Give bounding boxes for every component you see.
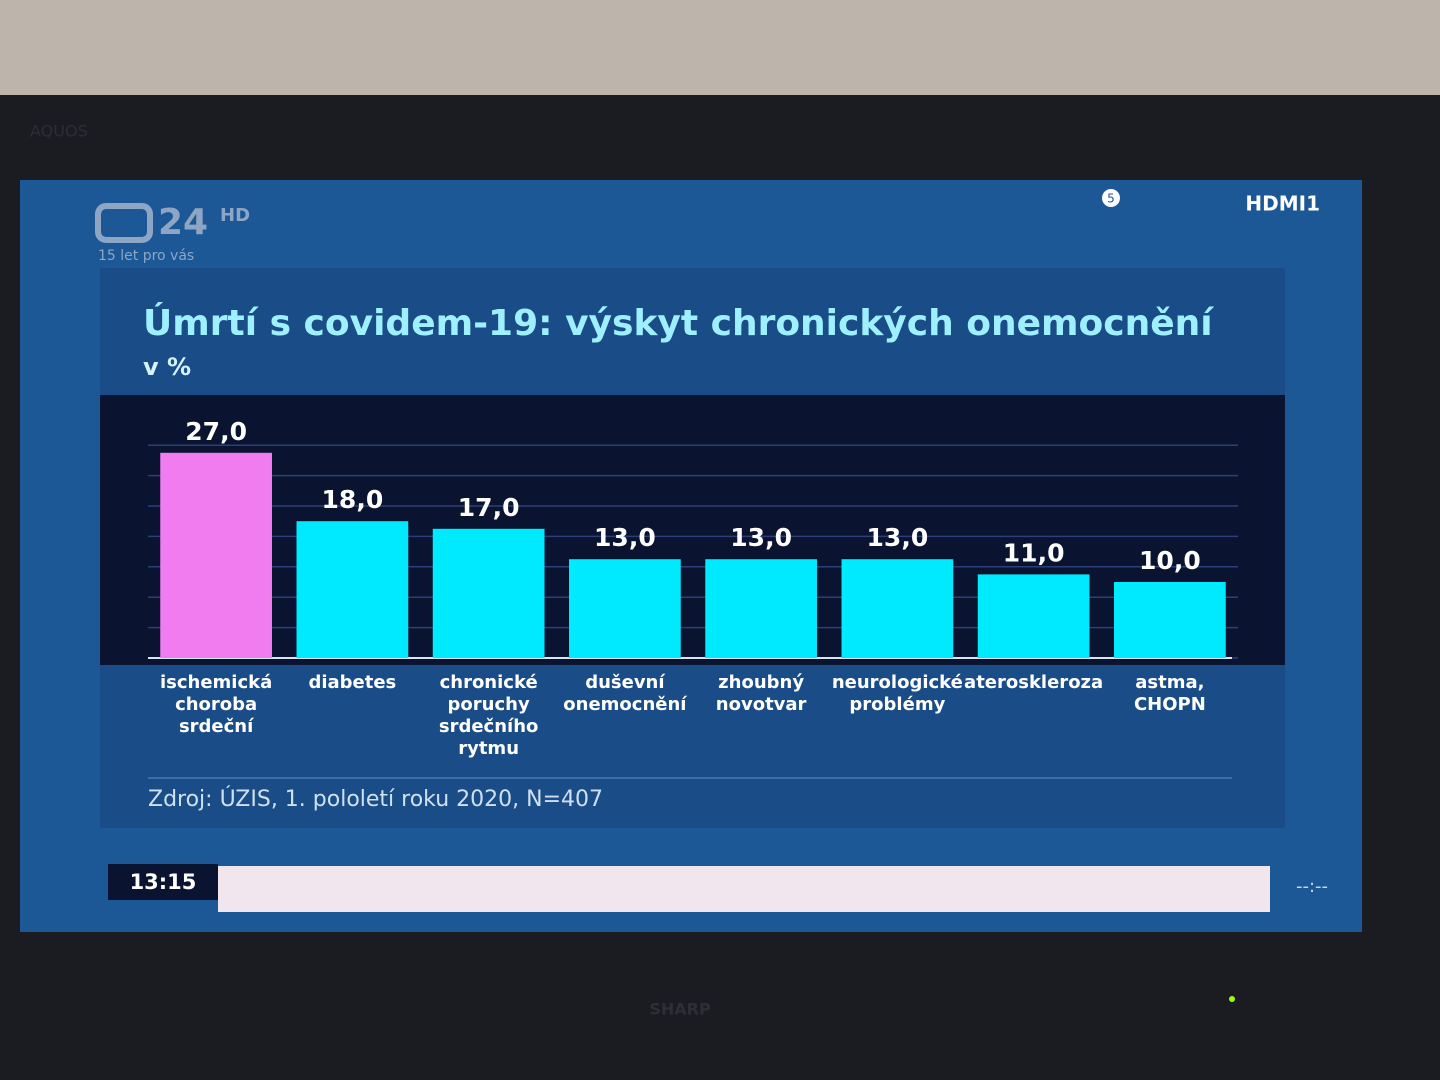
- x-tick-label: neurologické problémy: [831, 672, 963, 715]
- bar: [569, 559, 681, 658]
- x-tick-label: chronické poruchy srdečního rytmu: [438, 672, 539, 759]
- x-tick-label: ateroskleroza: [964, 672, 1104, 693]
- logo: [95, 203, 153, 243]
- bar: [160, 452, 272, 658]
- slogan: 15 let pro vás: [98, 248, 194, 264]
- input: HDMI1: [1245, 192, 1320, 216]
- brand: SHARP: [649, 1000, 711, 1019]
- value-label: 11,0: [1003, 538, 1065, 567]
- next-time: --:--: [1296, 876, 1328, 897]
- value-label: 17,0: [458, 493, 520, 522]
- value-label: 18,0: [322, 485, 384, 514]
- value-label: 10,0: [1139, 546, 1201, 575]
- bar: [1114, 582, 1226, 658]
- power-led: [1229, 996, 1235, 1002]
- clock-box: [108, 864, 218, 900]
- chart-title: Úmrtí s covidem-19: výskyt chronických o…: [143, 302, 1214, 344]
- channel: 24: [158, 202, 208, 243]
- series-label: AQUOS: [30, 122, 88, 141]
- value-label: 13,0: [867, 523, 929, 552]
- channel-tag: HD: [220, 205, 250, 226]
- ticker: [218, 866, 1270, 912]
- x-tick-label: diabetes: [308, 672, 397, 693]
- chart-subtitle: v %: [143, 353, 191, 381]
- x-tick-label: ischemická choroba srdeční: [159, 672, 273, 737]
- source: Zdroj: ÚZIS, 1. pololetí roku 2020, N=40…: [148, 786, 603, 812]
- badge: 5: [1107, 192, 1115, 206]
- bar: [705, 559, 817, 658]
- plot-area: [100, 395, 1285, 665]
- badge-circle: [1102, 189, 1120, 207]
- bar: [977, 574, 1090, 658]
- x-tick-label: astma, CHOPN: [1133, 672, 1206, 715]
- value-label: 13,0: [594, 523, 656, 552]
- bar: [432, 528, 545, 658]
- bar: [296, 521, 409, 658]
- clock: 13:15: [130, 870, 197, 894]
- value-label: 13,0: [730, 523, 792, 552]
- x-tick-label: zhoubný novotvar: [715, 672, 807, 715]
- value-label: 27,0: [185, 417, 247, 446]
- x-tick-label: duševní onemocnění: [563, 672, 687, 715]
- bar: [841, 559, 954, 658]
